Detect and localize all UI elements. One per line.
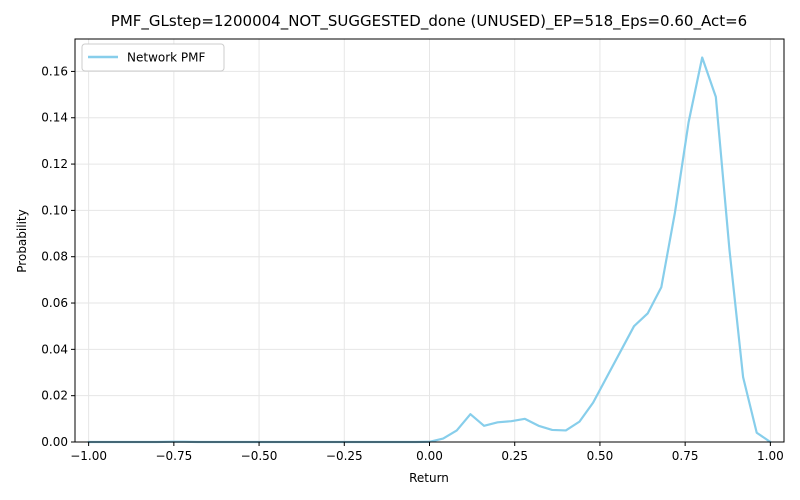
x-tick-label: −0.25 [326,449,363,463]
x-tick-label: −0.50 [241,449,278,463]
x-tick-label: −1.00 [70,449,107,463]
chart-title: PMF_GLstep=1200004_NOT_SUGGESTED_done (U… [111,12,747,31]
y-tick-label: 0.16 [41,64,68,78]
x-tick-label: 0.50 [587,449,614,463]
grid-lines [75,39,784,443]
y-tick-label: 0.08 [41,250,68,264]
y-tick-label: 0.04 [41,342,68,356]
x-tick-label: 0.25 [501,449,528,463]
y-axis-label: Probability [15,209,29,272]
x-axis-ticks: −1.00 −0.75 −0.50 −0.25 0.00 0.25 0.50 0.75 1.00 [70,442,784,463]
x-tick-label: 0.75 [672,449,699,463]
legend-box [81,43,225,72]
y-tick-label: 0.00 [41,435,68,449]
y-axis-ticks: 0.00 0.02 0.04 0.06 0.08 0.10 0.12 0.14 0.16 [41,64,75,449]
legend-label: Network PMF [127,51,206,65]
y-tick-label: 0.10 [41,203,68,217]
y-tick-label: 0.14 [41,111,68,125]
x-tick-label: −0.75 [155,449,192,463]
x-tick-label: 1.00 [757,449,784,463]
x-axis-label: Return [409,471,449,485]
legend: Network PMF [81,43,225,72]
y-tick-label: 0.06 [41,296,68,310]
y-tick-label: 0.12 [41,157,68,171]
x-tick-label: 0.00 [416,449,443,463]
y-tick-label: 0.02 [41,389,68,403]
